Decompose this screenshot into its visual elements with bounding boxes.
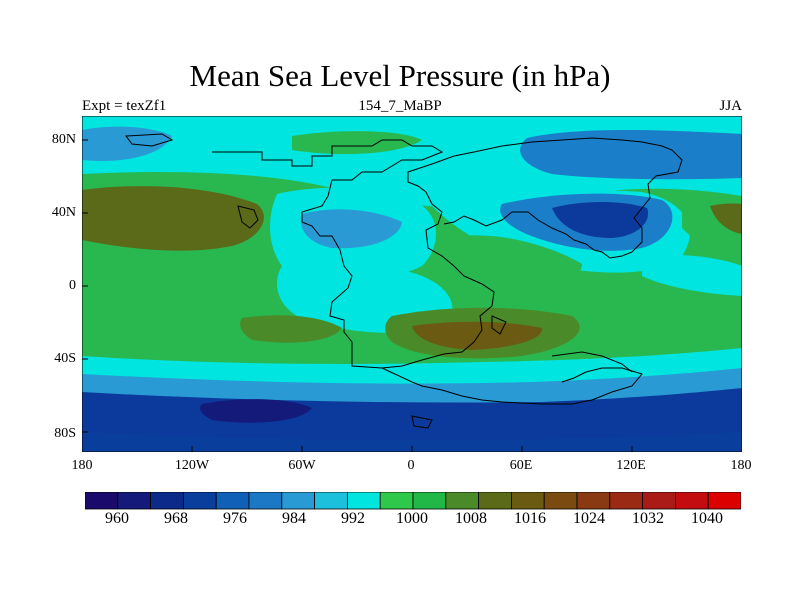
colorbar-label: 968 <box>164 510 188 527</box>
contour-fill-polar-green <box>292 131 422 155</box>
colorbar-swatch <box>346 492 381 510</box>
colorbar-swatch <box>215 492 250 510</box>
colorbar-label: 984 <box>282 510 306 527</box>
colorbar-swatch <box>510 492 545 510</box>
colorbar-swatch <box>248 492 283 510</box>
colorbar-swatch <box>445 492 479 510</box>
colorbar-label: 1000 <box>396 510 428 527</box>
y-tick-label: 40N <box>51 205 76 220</box>
contour-fill-south-pacific-high <box>240 315 342 343</box>
y-tick-label: 0 <box>69 278 76 293</box>
contour-fill-asia-low-core <box>552 202 649 238</box>
coastline-outlines <box>125 133 683 429</box>
y-tick-label: 80S <box>54 426 76 441</box>
pressure-map <box>82 116 742 452</box>
contour-fill-siberia-low <box>520 130 742 180</box>
colorbar-swatch <box>412 492 447 510</box>
contour-fill-east-pacific-core <box>710 203 742 234</box>
colorbar-label: 960 <box>105 510 129 527</box>
colorbar-swatch <box>478 492 512 510</box>
colorbar-swatch <box>379 492 414 510</box>
colorbar-swatch <box>609 492 643 510</box>
contour-fill-southern-low-core <box>200 399 312 423</box>
y-tick-label: 80N <box>51 132 76 147</box>
colorbar-swatch <box>281 492 316 510</box>
colorbar-label: 1032 <box>632 510 664 527</box>
colorbar-swatch <box>707 492 741 510</box>
season-label: JJA <box>719 98 742 114</box>
y-tick-label: 40S <box>54 351 76 366</box>
colorbar-label: 992 <box>341 510 365 527</box>
colorbar-swatch <box>314 492 348 510</box>
colorbar-swatch <box>117 492 151 510</box>
colorbar-swatch <box>85 492 119 510</box>
colorbar-label: 1024 <box>573 510 605 527</box>
x-tick-label: 120W <box>174 458 210 473</box>
colorbar-label: 1040 <box>691 510 723 527</box>
contour-fill-west-pacific-cyan <box>642 254 742 296</box>
x-tick-label: 60W <box>288 458 316 473</box>
colorbar-swatch <box>183 492 217 510</box>
colorbar-label: 1008 <box>455 510 487 527</box>
contour-fill-pacific-high-core <box>82 186 264 251</box>
x-tick-label: 180 <box>71 458 93 473</box>
colorbar-swatch <box>150 492 184 510</box>
colorbar-label: 976 <box>223 510 247 527</box>
x-tick-label: 120E <box>616 458 646 473</box>
x-tick-label: 0 <box>407 458 415 473</box>
colorbar-swatch <box>642 492 676 510</box>
age-label: 154_7_MaBP <box>358 98 442 114</box>
contour-fill-americas-low <box>300 209 402 249</box>
x-tick-label: 60E <box>509 458 533 473</box>
axis-ticks <box>82 139 742 452</box>
contour-fill-equatorial-green <box>462 235 582 282</box>
contour-fill-polar-south <box>82 432 742 452</box>
contour-fill-south-subtropical-core <box>412 321 543 350</box>
colorbar-swatch <box>576 492 611 510</box>
colorbar-label: 1016 <box>514 510 546 527</box>
contour-fill-atlantic-low <box>82 126 172 161</box>
chart-title: Mean Sea Level Pressure (in hPa) <box>189 58 611 93</box>
colorbar <box>85 492 741 510</box>
experiment-label: Expt = texZf1 <box>82 98 167 114</box>
x-tick-label: 180 <box>730 458 752 473</box>
colorbar-swatch <box>675 492 709 510</box>
colorbar-swatch <box>543 492 578 510</box>
